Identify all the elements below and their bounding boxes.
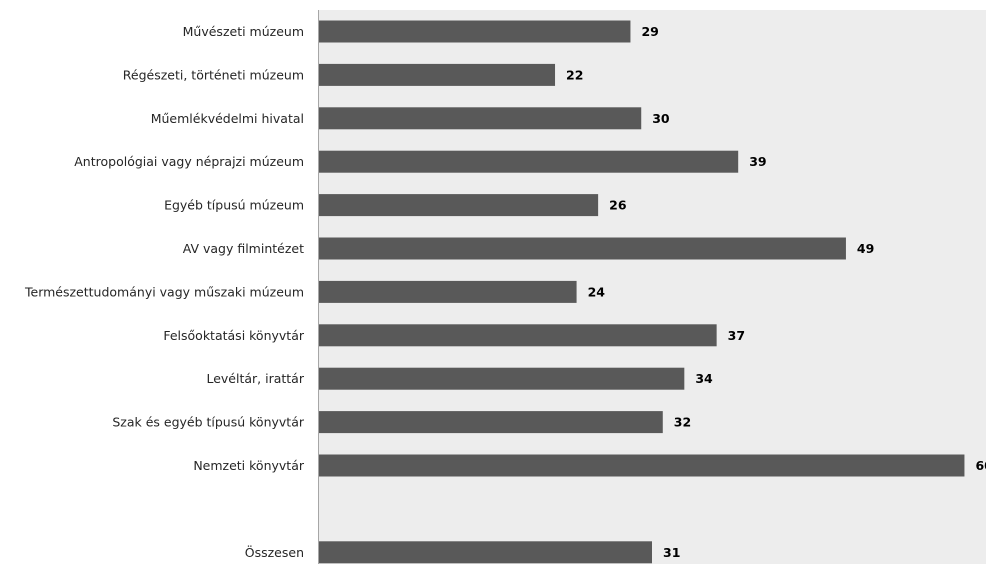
data-label: 49 (857, 241, 874, 256)
bar (318, 194, 599, 217)
category-label: Felsőoktatási könyvtár (163, 328, 305, 343)
bar (318, 324, 717, 347)
bars-group (318, 20, 965, 564)
data-label: 26 (609, 198, 627, 213)
bar (318, 367, 685, 390)
bar (318, 20, 631, 43)
data-label: 29 (641, 24, 658, 39)
data-label: 60 (975, 458, 986, 473)
category-label: AV vagy filmintézet (183, 241, 304, 256)
category-label: Egyéb típusú múzeum (164, 198, 304, 213)
bar (318, 63, 556, 86)
category-label: Természettudományi vagy műszaki múzeum (24, 284, 304, 299)
bar (318, 237, 846, 260)
bar (318, 150, 739, 173)
data-label: 39 (749, 154, 766, 169)
bar (318, 280, 577, 303)
value-labels: 29 22 30 39 26 49 24 37 34 32 60 31 (566, 24, 986, 560)
bar (318, 541, 652, 564)
data-label: 24 (588, 284, 606, 299)
data-label: 32 (674, 415, 691, 430)
category-label: Művészeti múzeum (183, 24, 304, 39)
bar (318, 454, 965, 477)
data-label: 22 (566, 67, 583, 82)
data-label: 31 (663, 545, 680, 560)
category-label: Levéltár, irattár (206, 371, 304, 386)
category-label: Összesen (245, 544, 304, 560)
category-label: Antropológiai vagy néprajzi múzeum (74, 154, 304, 169)
bar (318, 107, 642, 130)
category-label: Nemzeti könyvtár (193, 458, 305, 473)
category-label: Műemlékvédelmi hivatal (151, 111, 304, 126)
data-label: 34 (695, 371, 713, 386)
data-label: 30 (652, 111, 670, 126)
category-labels: Művészeti múzeum Régészeti, történeti múz… (24, 24, 305, 560)
data-label: 37 (728, 328, 745, 343)
bar (318, 411, 663, 434)
category-label: Régészeti, történeti múzeum (123, 67, 304, 82)
category-label: Szak és egyéb típusú könyvtár (112, 415, 305, 430)
